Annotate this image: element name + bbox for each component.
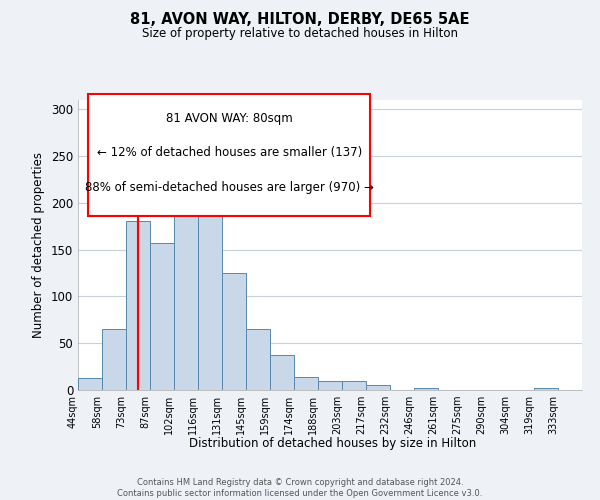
Text: Size of property relative to detached houses in Hilton: Size of property relative to detached ho…	[142, 28, 458, 40]
Bar	[78, 378, 102, 390]
Bar	[150, 243, 174, 390]
Y-axis label: Number of detached properties: Number of detached properties	[32, 152, 46, 338]
Bar	[198, 184, 222, 390]
Bar	[174, 189, 198, 390]
Bar	[342, 380, 366, 390]
Bar	[102, 329, 126, 390]
Bar	[366, 386, 390, 390]
Text: Distribution of detached houses by size in Hilton: Distribution of detached houses by size …	[190, 438, 476, 450]
Bar	[270, 356, 294, 390]
Bar	[246, 329, 270, 390]
FancyBboxPatch shape	[88, 94, 370, 216]
Bar	[126, 220, 150, 390]
Text: 81 AVON WAY: 80sqm: 81 AVON WAY: 80sqm	[166, 112, 293, 124]
Text: 81, AVON WAY, HILTON, DERBY, DE65 5AE: 81, AVON WAY, HILTON, DERBY, DE65 5AE	[130, 12, 470, 28]
Bar	[294, 377, 318, 390]
Bar	[318, 380, 342, 390]
Bar	[222, 273, 246, 390]
Bar	[534, 388, 558, 390]
Bar	[414, 388, 438, 390]
Text: ← 12% of detached houses are smaller (137): ← 12% of detached houses are smaller (13…	[97, 146, 362, 160]
Text: 88% of semi-detached houses are larger (970) →: 88% of semi-detached houses are larger (…	[85, 181, 374, 194]
Text: Contains HM Land Registry data © Crown copyright and database right 2024.
Contai: Contains HM Land Registry data © Crown c…	[118, 478, 482, 498]
